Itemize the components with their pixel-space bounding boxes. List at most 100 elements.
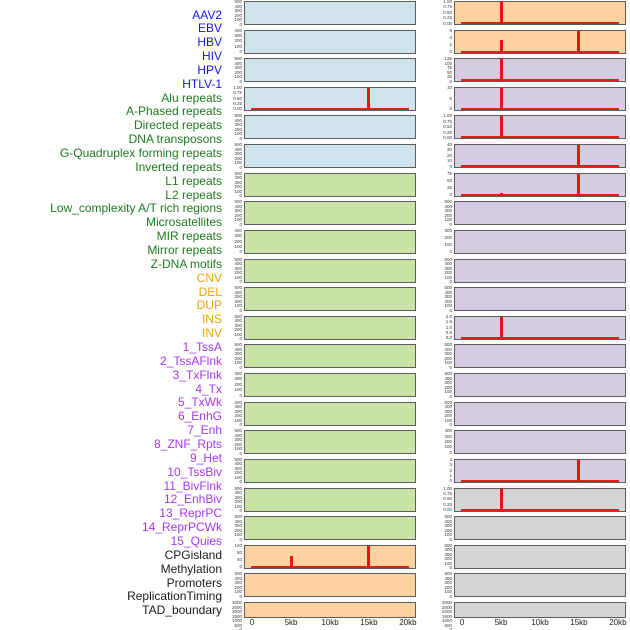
y-tick-label: 400 [234, 371, 242, 377]
y-tick-label: 40 [236, 557, 242, 563]
y-tick-label: 300 [444, 551, 452, 557]
y-tick-label: 500 [444, 622, 452, 628]
y-tick-label: 0.00 [233, 106, 242, 112]
y-tick-label: 500 [444, 514, 452, 520]
y-tick-label: 75 [446, 65, 452, 71]
y-tick-label: 0 [239, 279, 242, 285]
y-tick-label: 500 [234, 428, 242, 434]
track-label: 15_Quies [170, 533, 222, 548]
y-tick-label: 500 [234, 399, 242, 405]
y-tick-label: 1.0 [445, 324, 452, 330]
track-label: 1_TssA [182, 340, 222, 355]
y-tick-label: 100 [234, 244, 242, 250]
track-label: ReplicationTiming [127, 589, 222, 604]
y-tick-label: 300 [444, 208, 452, 214]
y-axis-ticks: 125 100 75 50 25 0 [424, 57, 452, 84]
y-axis-ticks: 400 300 200 100 0 [214, 372, 242, 398]
track-label: Methylation [160, 561, 222, 576]
y-tick-label: 50 [446, 177, 452, 183]
track-plot [244, 430, 416, 455]
y-axis-ticks: 500 400 300 200 100 0 [214, 343, 242, 370]
y-tick-label: 300 [444, 523, 452, 529]
y-axis-ticks: 1.00 0.75 0.50 0.25 0.00 [424, 486, 452, 513]
y-tick-label: 200 [234, 12, 242, 18]
y-tick-label: 400 [234, 289, 242, 295]
track-plot [244, 373, 416, 398]
y-tick-label: 400 [234, 490, 242, 496]
track-label: HTLV-1 [182, 76, 222, 91]
y-tick-label: 100 [234, 532, 242, 538]
y-tick-label: 500 [444, 571, 452, 577]
track-plot [244, 401, 416, 426]
y-tick-label: 300 [234, 233, 242, 239]
track-label: 3_TxFlnk [172, 367, 222, 382]
y-tick-label: 0.50 [443, 9, 452, 15]
y-tick-label: 5 [449, 95, 452, 101]
y-tick-label: 200 [444, 527, 452, 533]
y-tick-label: 1.00 [443, 0, 452, 4]
y-tick-label: 200 [444, 298, 452, 304]
plot-baseline [460, 165, 620, 168]
y-axis-ticks: 500 400 300 200 100 0 [214, 572, 242, 599]
track-label: DNA transposons [128, 132, 222, 147]
y-tick-label: 0.25 [443, 501, 452, 507]
y-tick-label: 400 [234, 461, 242, 467]
track-label: CPGisland [164, 547, 222, 562]
y-tick-label: 100 [234, 217, 242, 223]
plot-spike [499, 192, 503, 196]
x-tick-label: 5kb [494, 618, 508, 627]
y-tick-label: 300 [234, 437, 242, 443]
y-tick-label: 200 [444, 413, 452, 419]
y-tick-label: 500 [234, 256, 242, 262]
plot-baseline [460, 50, 620, 53]
y-tick-label: 0 [239, 21, 242, 27]
y-tick-label: 300 [234, 122, 242, 128]
track-plot [454, 430, 626, 455]
y-tick-label: 0 [239, 193, 242, 199]
track-label: HBV [197, 35, 222, 50]
y-axis-ticks: 1.00 0.75 0.50 0.25 0.00 [214, 85, 242, 112]
track-label: DEL [198, 284, 222, 299]
y-tick-label: 2.0 [445, 313, 452, 319]
x-tick-label: 20kb [609, 618, 627, 627]
y-tick-label: 200 [234, 527, 242, 533]
y-axis-ticks: 500 400 300 200 100 0 [214, 113, 242, 141]
track-label: Z-DNA motifs [150, 256, 222, 271]
track-label: G-Quadruplex forming repeats [59, 146, 222, 161]
y-tick-label: 2 [449, 467, 452, 473]
y-tick-label: 0.25 [233, 100, 242, 106]
y-tick-label: 0.75 [443, 4, 452, 10]
y-tick-label: 0 [449, 106, 452, 112]
y-axis-ticks: 3000 2500 2000 1500 1000 500 0 [214, 600, 242, 630]
y-axis-ticks: 40 30 20 10 0 [424, 143, 452, 169]
y-tick-label: 0 [239, 307, 242, 313]
track-label: Promoters [166, 575, 222, 590]
y-tick-label: 100 [234, 387, 242, 393]
y-tick-label: 200 [234, 499, 242, 505]
y-tick-label: 300 [234, 32, 242, 38]
track-plot [244, 1, 416, 25]
y-axis-ticks: 500 400 300 200 100 0 [214, 286, 242, 313]
y-axis-ticks: 500 400 300 200 100 0 [214, 171, 242, 199]
y-tick-label: 100 [444, 360, 452, 366]
y-tick-label: 300 [444, 433, 452, 439]
plot-baseline [460, 479, 620, 482]
y-tick-label: 50 [446, 69, 452, 75]
track-label: 7_Enh [187, 423, 222, 438]
x-tick-label: 10kb [531, 618, 549, 627]
track-label: 13_ReprPC [159, 506, 222, 521]
y-tick-label: 0.00 [443, 20, 452, 26]
y-tick-label: 400 [234, 318, 242, 324]
y-tick-label: 0 [239, 135, 242, 141]
y-tick-label: 3000 [441, 600, 452, 606]
track-label: Inverted repeats [135, 159, 222, 174]
y-tick-label: 100 [234, 474, 242, 480]
y-tick-label: 200 [234, 270, 242, 276]
y-tick-label: 100 [234, 417, 242, 423]
plot-spike [577, 145, 581, 168]
track-plot [454, 144, 626, 169]
y-tick-label: 500 [234, 113, 242, 119]
y-axis-ticks: 500 400 300 200 100 0 [214, 0, 242, 26]
y-axis-ticks: 2.0 1.5 1.0 0.5 0.0 [424, 313, 452, 341]
